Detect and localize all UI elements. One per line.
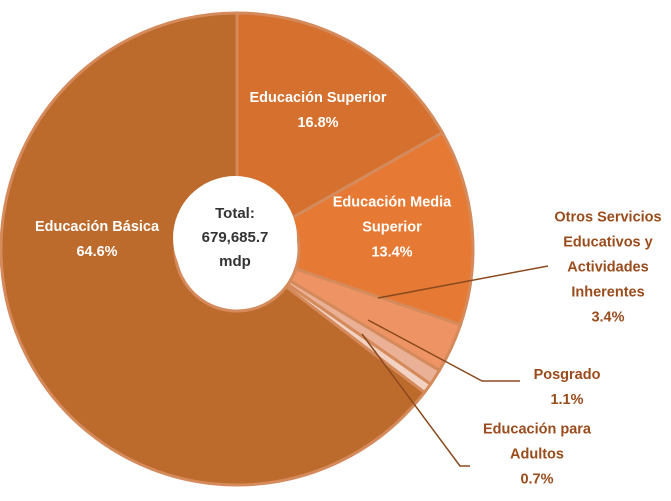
slice-label: Posgrado 1.1% [507,363,627,413]
center-text: Total: [215,205,255,222]
category-name: Otros Servicios Educativos y Actividades… [554,209,662,301]
slice-label: Otros Servicios Educativos y Actividades… [541,206,671,331]
slice-label: Educación Media Superior 13.4% [317,191,467,266]
value-label: 3.4% [591,309,625,326]
leader-line [367,319,520,382]
value-label: 13.4% [371,244,413,261]
center-text: mdp [219,253,251,270]
slice-label: Educación Superior 16.8% [218,86,418,136]
category-name: Posgrado [533,367,601,383]
donut-hole [173,176,297,300]
category-name: Educación Superior [249,90,387,106]
slice-label: Educación para Adultos 0.7% [467,418,607,493]
pie-slice [0,11,427,487]
center-label: Total: 679,685.7 mdp [202,202,269,274]
value-label: 0.7% [520,471,554,488]
leader-line [361,333,470,467]
category-name: Educación Básica [34,219,160,235]
center-text: 679,685.7 [201,229,269,246]
category-name: Educación para Adultos [483,421,591,463]
pie-slice [288,130,475,327]
value-label: 16.8% [297,115,339,131]
value-label: 64.6% [76,244,118,260]
leader-line [377,265,549,299]
value-label: 1.1% [550,392,584,408]
category-name: Educación Media Superior [332,194,452,236]
slice-label: Educación Básica 64.6% [17,215,177,265]
